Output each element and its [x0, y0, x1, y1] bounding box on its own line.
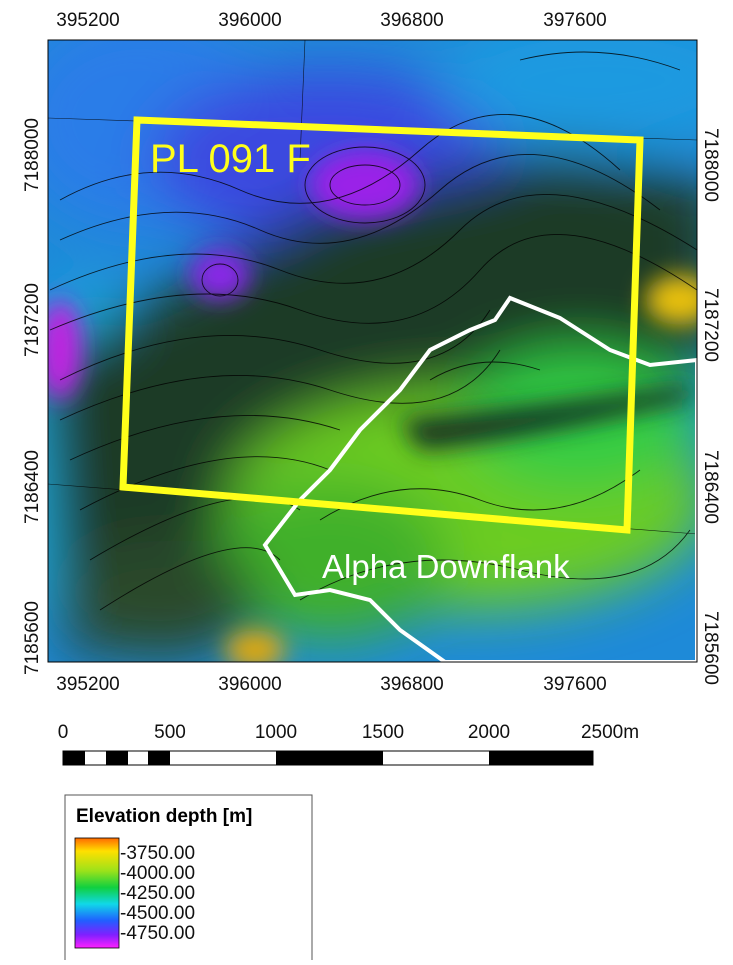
map-surface: PL 091 F Alpha Downflank: [10, 10, 733, 670]
bottom-axis: 395200 396000 396800 397600: [56, 674, 606, 695]
top-axis: 395200 396000 396800 397600: [56, 10, 606, 31]
x-tick-label: 396800: [380, 674, 443, 695]
legend-entry: -4000.00: [120, 863, 195, 884]
x-tick-label: 397600: [543, 10, 606, 31]
x-tick-label: 395200: [56, 10, 119, 31]
legend-entry: -4500.00: [120, 903, 195, 924]
x-tick-label: 397600: [543, 674, 606, 695]
legend-entry: -4750.00: [120, 923, 195, 944]
right-axis: 7188000 7187200 7186400 7185600: [700, 128, 721, 685]
y-tick-label: 7185600: [22, 601, 43, 675]
y-tick-label: 7186400: [22, 450, 43, 524]
area-label: Alpha Downflank: [322, 548, 570, 585]
scale-label: 0: [58, 722, 69, 743]
legend: Elevation depth [m] -3750.00 -4000.00 -4…: [65, 795, 312, 960]
scale-label: 1500: [362, 722, 404, 743]
license-label: PL 091 F: [150, 137, 311, 181]
x-tick-label: 395200: [56, 674, 119, 695]
x-tick-label: 396000: [218, 674, 281, 695]
legend-title: Elevation depth [m]: [76, 806, 252, 827]
scale-label: 1000: [255, 722, 297, 743]
page: PL 091 F Alpha Downflank 395200 396000 3…: [0, 0, 733, 960]
y-tick-label: 7187200: [22, 283, 43, 357]
y-tick-label: 7188000: [22, 118, 43, 192]
y-tick-label: 7187200: [700, 288, 721, 362]
y-tick-label: 7185600: [700, 611, 721, 685]
left-axis: 7188000 7187200 7186400 7185600: [22, 118, 43, 675]
legend-entry: -3750.00: [120, 843, 195, 864]
scale-label: 500: [154, 722, 186, 743]
scale-label: 2000: [468, 722, 510, 743]
x-tick-label: 396000: [218, 10, 281, 31]
map-figure: PL 091 F Alpha Downflank 395200 396000 3…: [0, 0, 733, 960]
scale-bar: 0 500 1000 1500 2000 2500m: [58, 722, 639, 765]
y-tick-label: 7188000: [700, 128, 721, 202]
x-tick-label: 396800: [380, 10, 443, 31]
y-tick-label: 7186400: [700, 450, 721, 524]
legend-entry: -4250.00: [120, 883, 195, 904]
scale-label: 2500m: [581, 722, 639, 743]
